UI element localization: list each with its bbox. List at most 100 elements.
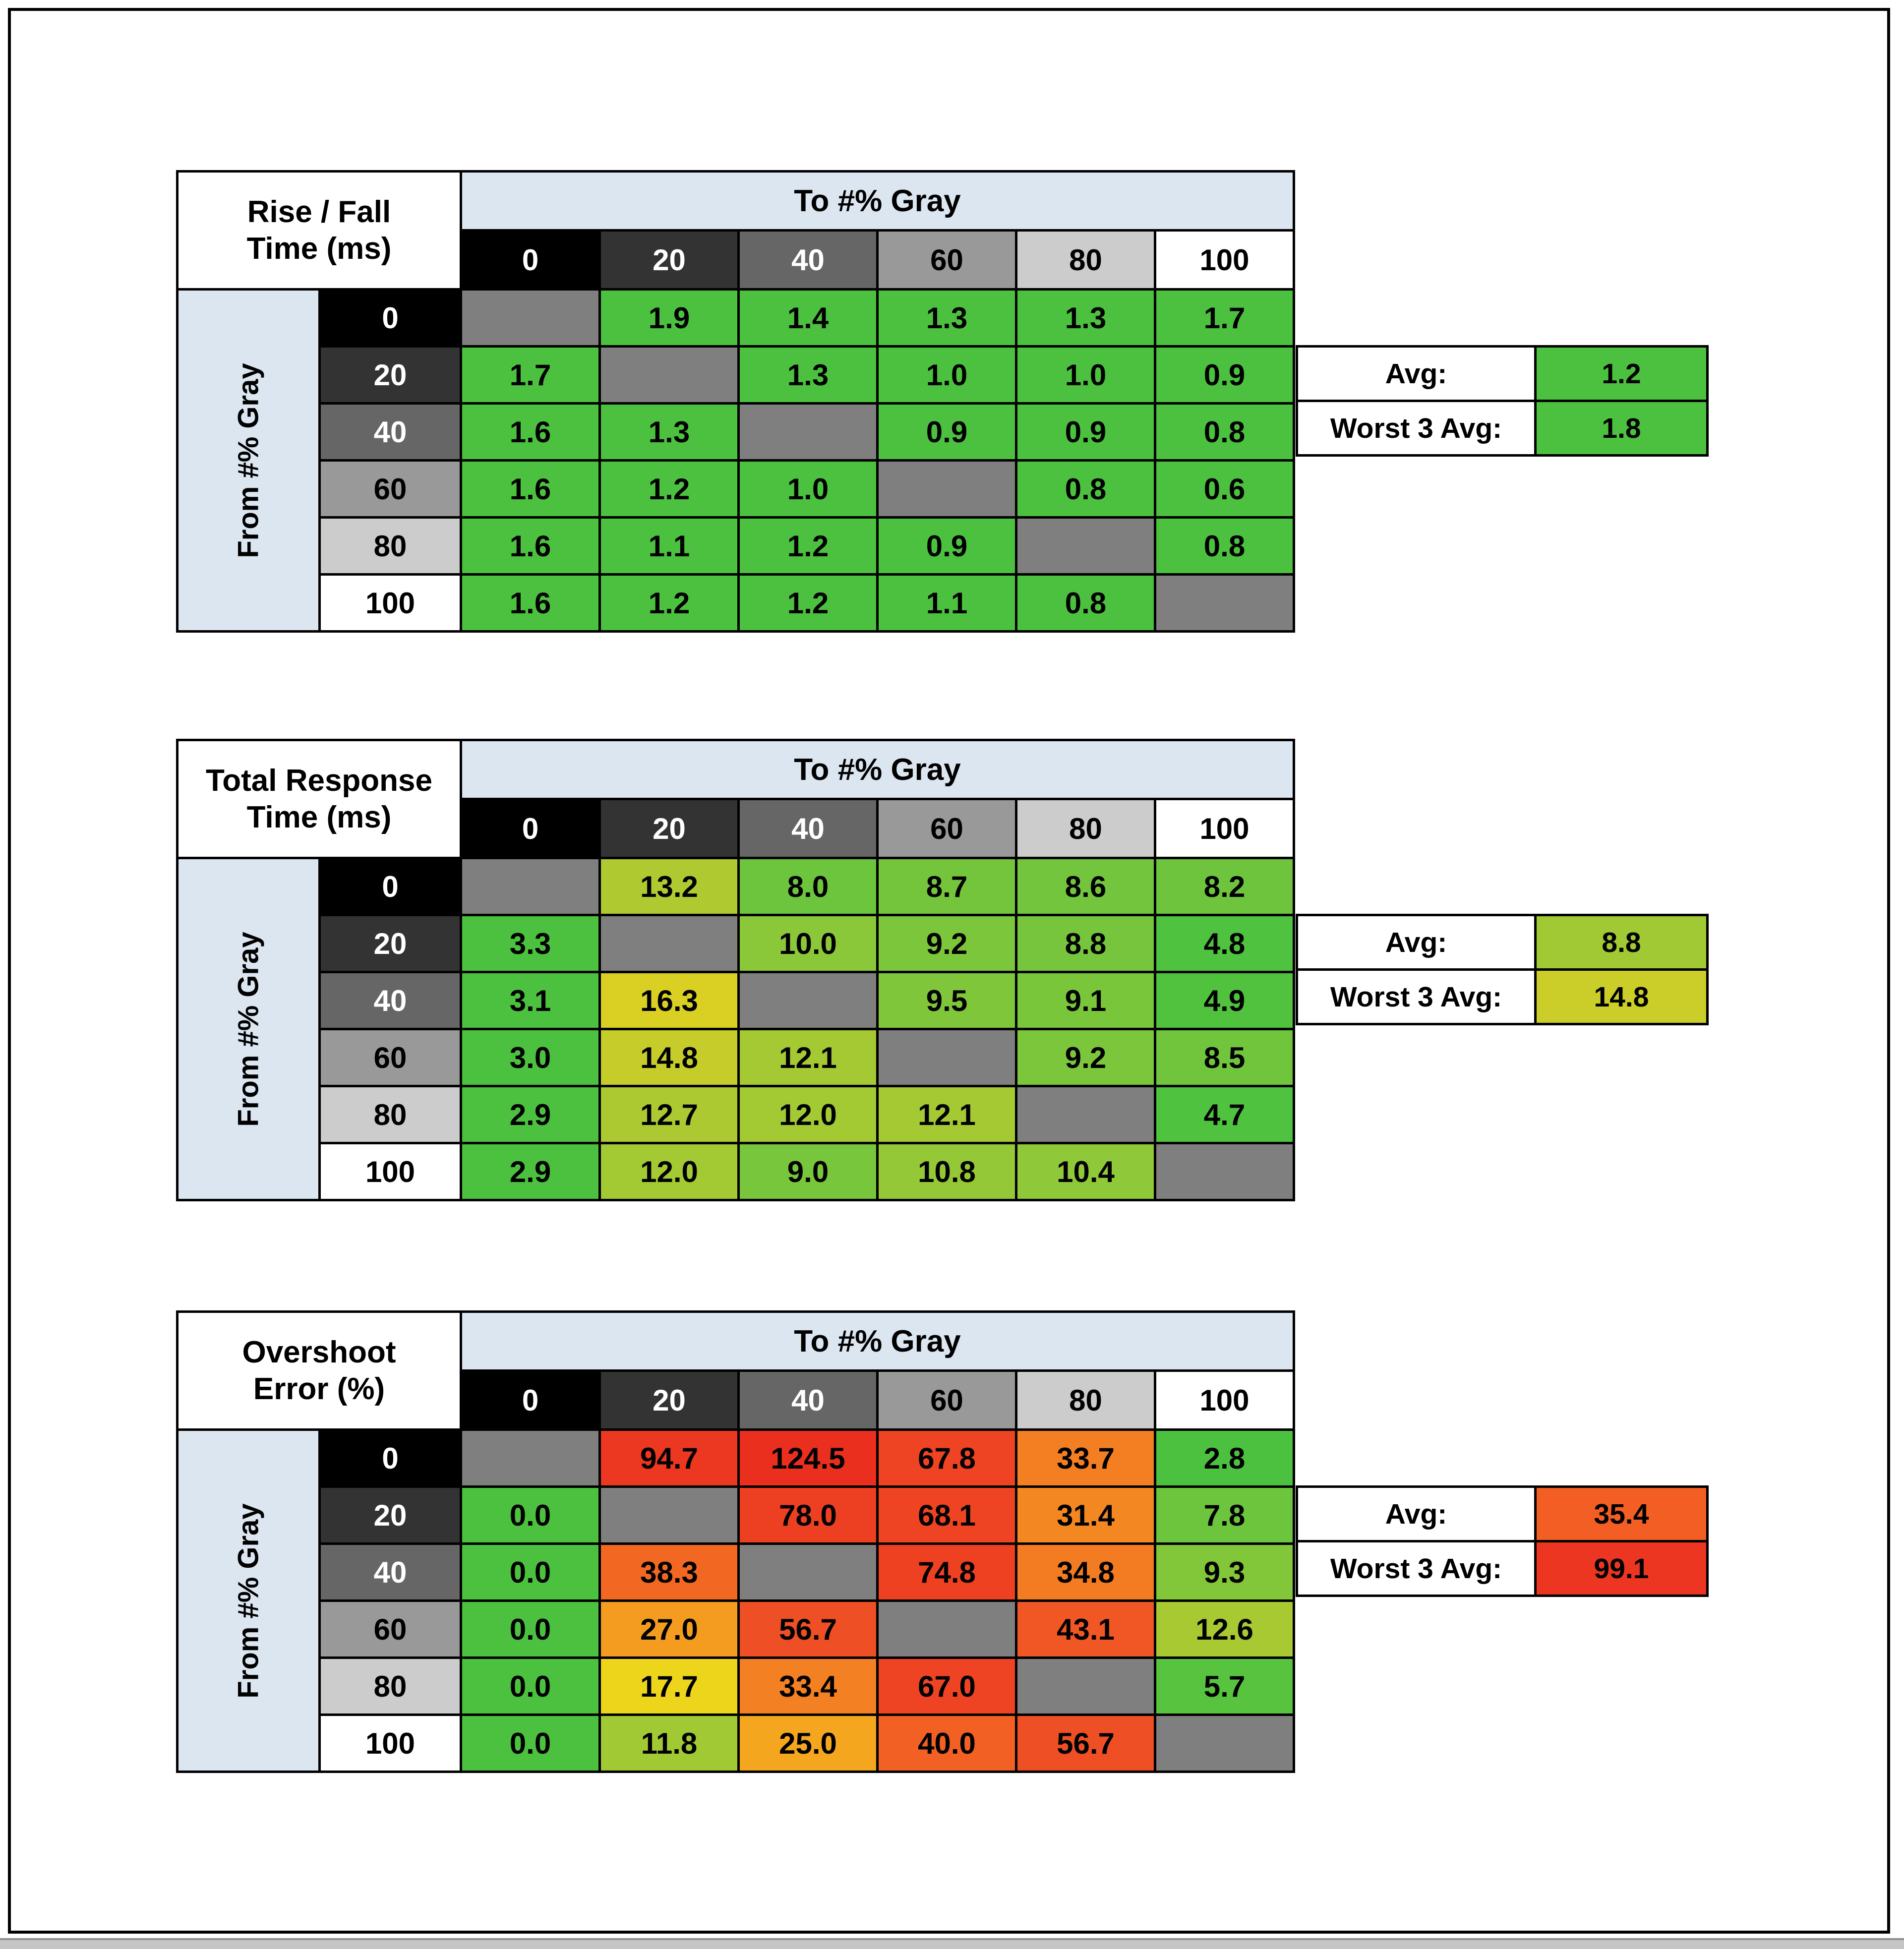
- grid-cell: 1.3: [876, 288, 1017, 348]
- grid-cell: 0.0: [460, 1542, 601, 1602]
- grid-row: 40 3.1 16.3 9.5 9.1 4.9: [178, 971, 1295, 1030]
- grid-cell: 1.3: [598, 402, 740, 462]
- table-title: Overshoot Error (%): [176, 1310, 462, 1431]
- row-header-40: 40: [318, 1542, 462, 1602]
- grid-cell: 0.6: [1154, 459, 1295, 519]
- col-header-40: 40: [737, 1369, 879, 1431]
- grid-cell: 5.7: [1154, 1656, 1295, 1716]
- grid-cell: 38.3: [598, 1542, 740, 1602]
- grid-cell: 3.0: [460, 1028, 601, 1087]
- from-axis-header-text: From #% Gray: [232, 362, 265, 558]
- from-axis-header: From #% Gray: [176, 1428, 321, 1773]
- grid-cell: 17.7: [598, 1656, 740, 1716]
- diagonal-blank-cell: [876, 1599, 1017, 1659]
- grid-cell: 2.8: [1154, 1428, 1295, 1488]
- grid-cell: 1.7: [1154, 288, 1295, 348]
- row-header-0: 0: [318, 857, 462, 916]
- grid-cell: 8.0: [737, 857, 879, 916]
- grid-row: 20 1.7 1.3 1.0 1.0 0.9: [178, 345, 1295, 405]
- grid-cell: 0.9: [1015, 402, 1156, 462]
- diagonal-blank-cell: [1154, 1142, 1295, 1201]
- grid-cell: 0.0: [460, 1656, 601, 1716]
- grid-cell: 8.7: [876, 857, 1017, 916]
- grid-cell: 31.4: [1015, 1485, 1156, 1545]
- grid-cell: 9.2: [1015, 1028, 1156, 1087]
- row-header-80: 80: [318, 1085, 462, 1144]
- row-header-20: 20: [318, 345, 462, 405]
- col-header-60: 60: [876, 229, 1017, 291]
- grid-cell: 0.8: [1154, 402, 1295, 462]
- grid-cell: 9.5: [876, 971, 1017, 1030]
- grid-cell: 56.7: [737, 1599, 879, 1659]
- grid-cell: 0.0: [460, 1485, 601, 1545]
- grid-cell: 0.0: [460, 1713, 601, 1773]
- grid-cell: 10.4: [1015, 1142, 1156, 1201]
- grid-cell: 8.6: [1015, 857, 1156, 916]
- diagonal-blank-cell: [737, 1542, 879, 1602]
- col-header-20: 20: [598, 798, 740, 859]
- diagonal-blank-cell: [1015, 1656, 1156, 1716]
- grid-cell: 0.8: [1154, 516, 1295, 576]
- grid-row: From #% Gray 0 94.7 124.5 67.8 33.7 2.8: [176, 1428, 1295, 1773]
- grid-cell: 1.1: [598, 516, 740, 576]
- grid-cell: 0.9: [876, 402, 1017, 462]
- grid-cell: 33.7: [1015, 1428, 1156, 1488]
- table-title-line2: Time (ms): [246, 231, 392, 266]
- diagonal-blank-cell: [598, 345, 740, 405]
- grid-cell: 1.6: [460, 516, 601, 576]
- grid-row: 60 3.0 14.8 12.1 9.2 8.5: [178, 1028, 1295, 1087]
- col-header-20: 20: [598, 1369, 740, 1431]
- worst3-avg-row: Worst 3 Avg: 14.8: [1296, 968, 1709, 1025]
- worst3-avg-label: Worst 3 Avg:: [1296, 968, 1537, 1025]
- grid-cell: 1.2: [737, 516, 879, 576]
- diagonal-blank-cell: [460, 1428, 601, 1488]
- grid-cell: 7.8: [1154, 1485, 1295, 1545]
- grid-cell: 67.8: [876, 1428, 1017, 1488]
- grid-cell: 1.9: [598, 288, 740, 348]
- grid-cell: 33.4: [737, 1656, 879, 1716]
- window-bottom-edge: [0, 1938, 1904, 1949]
- grid-cell: 3.3: [460, 914, 601, 973]
- row-header-100: 100: [318, 573, 462, 633]
- diagonal-blank-cell: [1015, 516, 1156, 576]
- avg-value: 8.8: [1534, 914, 1709, 971]
- grid-row: 20 3.3 10.0 9.2 8.8 4.8: [178, 914, 1295, 973]
- avg-row: Avg: 8.8: [1296, 914, 1709, 971]
- col-header-100: 100: [1154, 1369, 1295, 1431]
- worst3-avg-label: Worst 3 Avg:: [1296, 1540, 1537, 1597]
- table-title-line1: Overshoot: [242, 1335, 396, 1370]
- grid-row: 40 1.6 1.3 0.9 0.9 0.8: [178, 402, 1295, 462]
- diagonal-blank-cell: [876, 1028, 1017, 1087]
- grid-cell: 78.0: [737, 1485, 879, 1545]
- grid-cell: 0.8: [1015, 459, 1156, 519]
- grid-row: 40 0.0 38.3 74.8 34.8 9.3: [178, 1542, 1295, 1602]
- panel-total-response-time: Total Response Time (ms) To #% Gray 0 20…: [176, 739, 1827, 1201]
- diagonal-blank-cell: [1154, 1713, 1295, 1773]
- diagonal-blank-cell: [460, 857, 601, 916]
- col-header-60: 60: [876, 1369, 1017, 1431]
- grid-cell: 27.0: [598, 1599, 740, 1659]
- col-header-100: 100: [1154, 229, 1295, 291]
- grid-row: 100 0.0 11.8 25.0 40.0 56.7: [178, 1713, 1295, 1773]
- col-header-0: 0: [460, 1369, 601, 1431]
- grid-cell: 124.5: [737, 1428, 879, 1488]
- col-header-0: 0: [460, 229, 601, 291]
- grid-cell: 12.0: [598, 1142, 740, 1201]
- row-header-40: 40: [318, 971, 462, 1030]
- col-header-80: 80: [1015, 1369, 1156, 1431]
- diagonal-blank-cell: [737, 971, 879, 1030]
- grid-cell: 1.7: [460, 345, 601, 405]
- grid-cell: 1.0: [1015, 345, 1156, 405]
- grid-cell: 13.2: [598, 857, 740, 916]
- grid-cell: 0.9: [1154, 345, 1295, 405]
- grid-cell: 8.2: [1154, 857, 1295, 916]
- grid-row: From #% Gray 0 13.2 8.0 8.7 8.6 8.2: [176, 857, 1295, 1201]
- grid-cell: 40.0: [876, 1713, 1017, 1773]
- summary-stats: Avg: 1.2 Worst 3 Avg: 1.8: [1296, 345, 1709, 457]
- avg-label: Avg:: [1296, 345, 1537, 402]
- col-header-40: 40: [737, 798, 879, 859]
- grid-cell: 74.8: [876, 1542, 1017, 1602]
- avg-row: Avg: 35.4: [1296, 1485, 1709, 1542]
- grid-cell: 8.5: [1154, 1028, 1295, 1087]
- grid-cell: 2.9: [460, 1085, 601, 1144]
